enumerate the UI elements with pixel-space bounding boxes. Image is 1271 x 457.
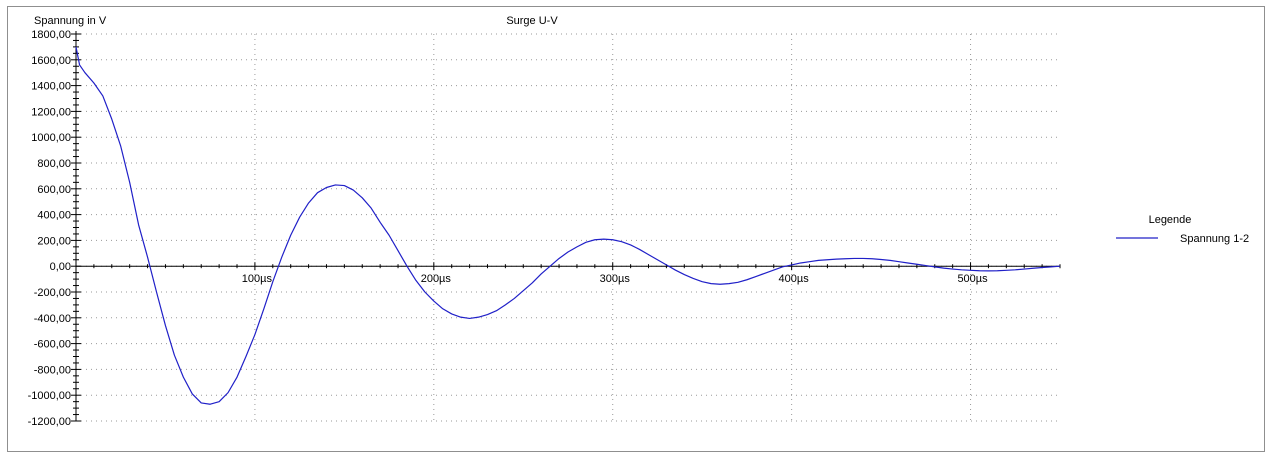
y-tick-label: -400,00	[34, 313, 71, 325]
voltage-chart: Spannung in V Surge U-V 1800,00 1600,00 14…	[28, 15, 1250, 428]
y-tick-label: -1200,00	[28, 416, 71, 428]
legend-label-spannung-1-2: Spannung 1-2	[1180, 233, 1249, 245]
y-tick-labels: 1800,00 1600,00 1400,00 1200,00 1000,00 800,0…	[28, 29, 71, 428]
series-lines	[75, 46, 1061, 405]
x-tick-label: 100µs	[242, 273, 273, 285]
axes	[71, 31, 1061, 422]
y-axis-label: Spannung in V	[34, 15, 107, 27]
y-tick-label: -200,00	[34, 287, 71, 299]
x-tick-label: 200µs	[421, 273, 452, 285]
chart-frame: Spannung in V Surge U-V 1800,00 1600,00 14…	[7, 6, 1265, 452]
series-line-spannung-1-2	[75, 46, 1061, 405]
y-tick-label: 1800,00	[31, 29, 71, 41]
y-tick-label: 800,00	[37, 158, 71, 170]
y-tick-label: 1400,00	[31, 81, 71, 93]
y-tick-label: 600,00	[37, 184, 71, 196]
x-tick-labels: 100µs 200µs 300µs 400µs 500µs	[242, 273, 988, 285]
chart-title: Surge U-V	[506, 15, 558, 27]
legend-title: Legende	[1149, 214, 1192, 226]
y-tick-label: -800,00	[34, 364, 71, 376]
gridlines	[76, 33, 1060, 422]
y-tick-label: -1000,00	[28, 390, 71, 402]
x-tick-label: 500µs	[957, 273, 988, 285]
y-tick-label: 200,00	[37, 235, 71, 247]
x-tick-label: 400µs	[779, 273, 810, 285]
y-tick-label: 1000,00	[31, 132, 71, 144]
x-tick-label: 300µs	[600, 273, 631, 285]
y-tick-label: 400,00	[37, 210, 71, 222]
y-tick-label: 0,00	[50, 261, 71, 273]
legend: Legende Spannung 1-2	[1116, 214, 1249, 245]
y-tick-label: 1600,00	[31, 55, 71, 67]
y-tick-label: 1200,00	[31, 106, 71, 118]
y-tick-label: -600,00	[34, 339, 71, 351]
